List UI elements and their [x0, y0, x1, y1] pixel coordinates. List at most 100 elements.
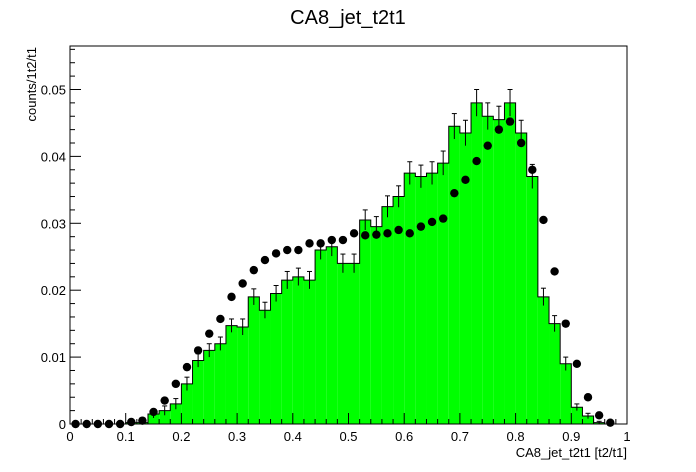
data-point [372, 230, 381, 239]
x-tick-label: 0.1 [117, 429, 135, 444]
histogram-bar [237, 326, 249, 424]
data-point [271, 249, 281, 258]
data-point [483, 141, 492, 150]
data-point [127, 417, 136, 427]
y-tick-label: 0.01 [41, 350, 66, 365]
histogram-bar [482, 116, 494, 424]
y-tick-label: 0.04 [41, 149, 66, 164]
histogram-bar [147, 413, 160, 424]
data-point [283, 245, 292, 255]
x-tick-label: 0.6 [395, 429, 413, 444]
histogram-bar [203, 350, 215, 424]
y-tick-label: 0 [59, 417, 66, 432]
data-point [416, 222, 426, 231]
histogram-bar [281, 280, 293, 424]
data-point [361, 231, 370, 240]
histogram-bar [292, 276, 304, 424]
data-point [583, 393, 593, 402]
histogram-bar [225, 325, 238, 424]
histogram-bar [259, 310, 271, 424]
histogram-bar [192, 360, 204, 424]
histogram-bar [448, 126, 460, 424]
y-tick-label: 0.05 [41, 82, 66, 97]
histogram-bar [326, 246, 338, 424]
data-point [349, 229, 359, 238]
histogram-outline [70, 102, 627, 425]
data-point [338, 235, 348, 245]
data-point [260, 255, 270, 265]
data-point [216, 314, 225, 324]
data-point [305, 239, 314, 248]
histogram-bar [526, 176, 538, 424]
data-point [528, 165, 537, 174]
x-tick-label: 0.7 [451, 429, 469, 444]
chart-title: CA8_jet_t2t1 [290, 7, 406, 29]
x-tick-label: 0.9 [562, 429, 580, 444]
data-point [182, 362, 192, 372]
histogram-bar [381, 206, 394, 424]
histogram-bar [493, 119, 505, 424]
data-point [550, 267, 559, 276]
histogram-bar [437, 163, 449, 424]
histogram-bar [248, 296, 260, 424]
data-point [427, 217, 437, 227]
x-tick-label: 0.5 [339, 429, 357, 444]
data-point [450, 188, 459, 198]
histogram-bar [348, 263, 360, 424]
histogram-bar [471, 102, 483, 425]
data-point [561, 319, 570, 328]
data-point [516, 138, 526, 148]
data-point [193, 346, 203, 355]
histogram-bar [404, 173, 416, 424]
data-point [494, 125, 504, 134]
data-point [205, 329, 214, 338]
y-tick-label: 0.02 [41, 283, 66, 298]
data-point [461, 175, 470, 185]
x-tick-label: 1 [623, 429, 630, 444]
data-point [594, 411, 604, 420]
y-tick-label: 0.03 [41, 216, 66, 231]
data-point [171, 379, 181, 389]
data-point [405, 229, 414, 238]
x-tick-label: 0.3 [228, 429, 246, 444]
histogram-bar [560, 363, 572, 424]
data-point [539, 215, 548, 225]
x-axis-label: CA8_jet_t2t1 [t2/t1] [516, 445, 627, 460]
histogram-bar [582, 415, 594, 424]
data-point [438, 214, 448, 223]
histogram-bar [549, 323, 561, 424]
x-tick-label: 0 [66, 429, 73, 444]
x-tick-label: 0.4 [284, 429, 302, 444]
histogram-bar [303, 280, 316, 424]
histogram-bar [370, 226, 382, 424]
histogram-bar [515, 132, 527, 424]
data-point [316, 239, 325, 248]
histogram-bar [459, 132, 472, 424]
data-point [606, 418, 615, 427]
histogram-bar [270, 293, 282, 424]
histogram-bar [337, 263, 349, 424]
histogram-bar [537, 296, 550, 424]
data-point [505, 117, 515, 126]
histogram-bar [504, 102, 516, 425]
x-tick-label: 0.8 [507, 429, 525, 444]
histogram-bar [426, 173, 438, 424]
histogram-bar [159, 410, 171, 424]
plot-area: 0 0.1 0.2 0.3 0.4 0.5 0.6 0.7 0.8 0.9 1 0 0.01 0.02 0.… [41, 45, 631, 444]
data-point [394, 225, 403, 235]
histogram-bar [359, 219, 371, 424]
data-point [160, 396, 169, 405]
data-point [327, 235, 336, 245]
histogram-bar [214, 343, 226, 424]
histogram-bar [315, 250, 327, 424]
y-axis-label: counts/1t2/t1 [24, 47, 39, 121]
data-point [238, 279, 247, 288]
histogram-bar [415, 176, 427, 424]
data-point [138, 416, 147, 425]
data-point [472, 156, 481, 166]
x-tick-label: 0.2 [172, 429, 190, 444]
data-point [149, 407, 158, 417]
histogram-bar [170, 403, 182, 424]
histogram-bar [181, 383, 193, 424]
